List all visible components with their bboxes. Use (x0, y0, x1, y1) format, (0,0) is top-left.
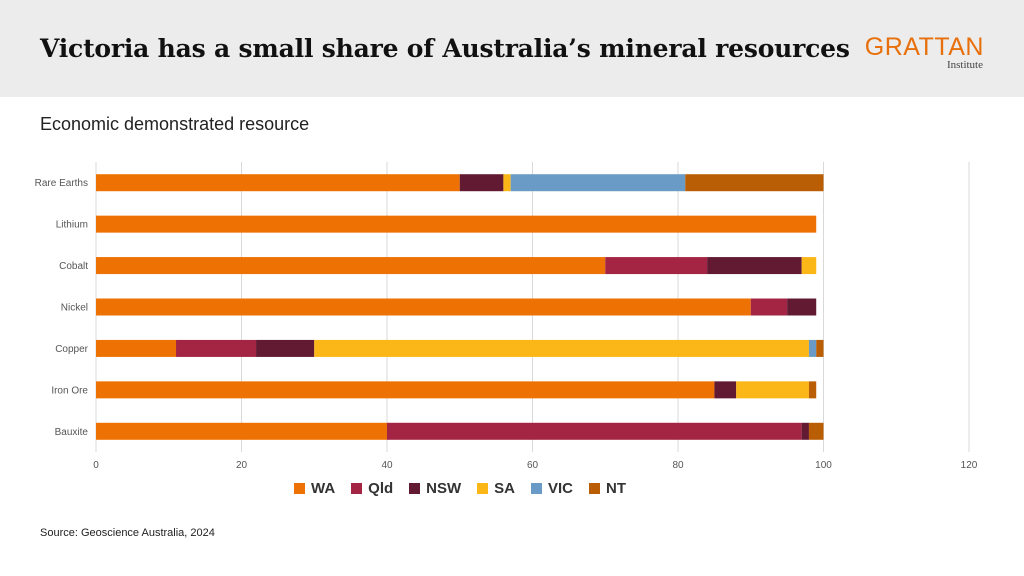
category-label: Rare Earths (35, 178, 88, 189)
bar-nsw-iron-ore (714, 381, 737, 399)
category-label: Nickel (61, 303, 88, 314)
x-tick-label: 60 (527, 460, 539, 471)
bar-qld-nickel (750, 298, 788, 316)
bar-nsw-rare-earths (459, 174, 504, 192)
grattan-logo: GRATTAN (864, 33, 984, 61)
bar-wa-copper (96, 339, 177, 357)
legend-item-nsw: NSW (409, 480, 461, 497)
bar-vic-copper (808, 339, 817, 357)
bar-nsw-cobalt (707, 257, 802, 275)
legend-swatch (293, 483, 305, 494)
legend-label: WA (310, 480, 336, 497)
chart-subtitle: Economic demonstrated resource (40, 114, 310, 134)
chart-legend: WA Qld NSW SA VIC NT (0, 480, 920, 497)
bar-wa-lithium (96, 215, 817, 233)
stacked-bar-chart: 0 20 40 60 80 100 120 Rare Earths Lithium Cobalt N… (35, 162, 978, 471)
x-tick-label: 80 (672, 460, 684, 471)
x-tick-label: 0 (93, 460, 99, 471)
chart-title: Victoria has a small share of Australia’… (40, 34, 850, 63)
legend-swatch (531, 483, 542, 494)
bar-wa-cobalt (96, 257, 606, 275)
legend-swatch (351, 483, 363, 494)
bar-qld-copper (176, 339, 257, 357)
bar-nsw-nickel (787, 298, 817, 316)
legend-label: NT (606, 480, 627, 497)
bar-qld-bauxite (387, 422, 802, 440)
legend-item-nt: NT (589, 480, 626, 497)
source-note: Source: Geoscience Australia, 2024 (40, 527, 215, 539)
x-tick-label: 120 (961, 460, 978, 471)
bar-nt-copper (816, 339, 824, 357)
bar-nt-iron-ore (808, 381, 817, 399)
bar-nt-bauxite (808, 422, 824, 440)
category-label: Iron Ore (51, 385, 88, 396)
x-tick-label: 100 (815, 460, 832, 471)
legend-item-vic: VIC (531, 480, 573, 497)
category-label: Bauxite (55, 427, 89, 438)
category-label: Lithium (56, 220, 88, 231)
legend-label: VIC (548, 480, 574, 497)
bar-vic-rare-earths (510, 174, 686, 192)
grattan-logo-subtext: Institute (946, 59, 983, 71)
legend-label: Qld (368, 480, 394, 497)
bar-wa-rare-earths (96, 174, 460, 192)
bar-qld-cobalt (605, 257, 708, 275)
bar-nsw-bauxite (801, 422, 809, 440)
bar-sa-iron-ore (736, 381, 809, 399)
legend-label: NSW (426, 480, 462, 497)
legend-item-qld: Qld (351, 480, 393, 497)
category-label: Cobalt (59, 261, 88, 272)
x-tick-label: 20 (236, 460, 248, 471)
x-tick-label: 40 (381, 460, 393, 471)
bar-nt-rare-earths (685, 174, 824, 192)
bar-wa-nickel (96, 298, 751, 316)
legend-label: SA (494, 480, 515, 497)
bar-nsw-copper (256, 339, 315, 357)
bar-sa-rare-earths (503, 174, 511, 192)
legend-item-wa: WA (293, 480, 336, 497)
category-label: Copper (55, 344, 88, 355)
bar-wa-bauxite (96, 422, 387, 440)
bar-wa-iron-ore (96, 381, 715, 399)
legend-swatch (477, 483, 489, 494)
bar-sa-cobalt (801, 257, 817, 275)
header-band: Victoria has a small share of Australia’… (0, 0, 1024, 97)
legend-swatch (589, 483, 601, 494)
legend-item-sa: SA (477, 480, 515, 497)
bar-sa-copper (314, 339, 809, 357)
legend-swatch (409, 483, 421, 494)
